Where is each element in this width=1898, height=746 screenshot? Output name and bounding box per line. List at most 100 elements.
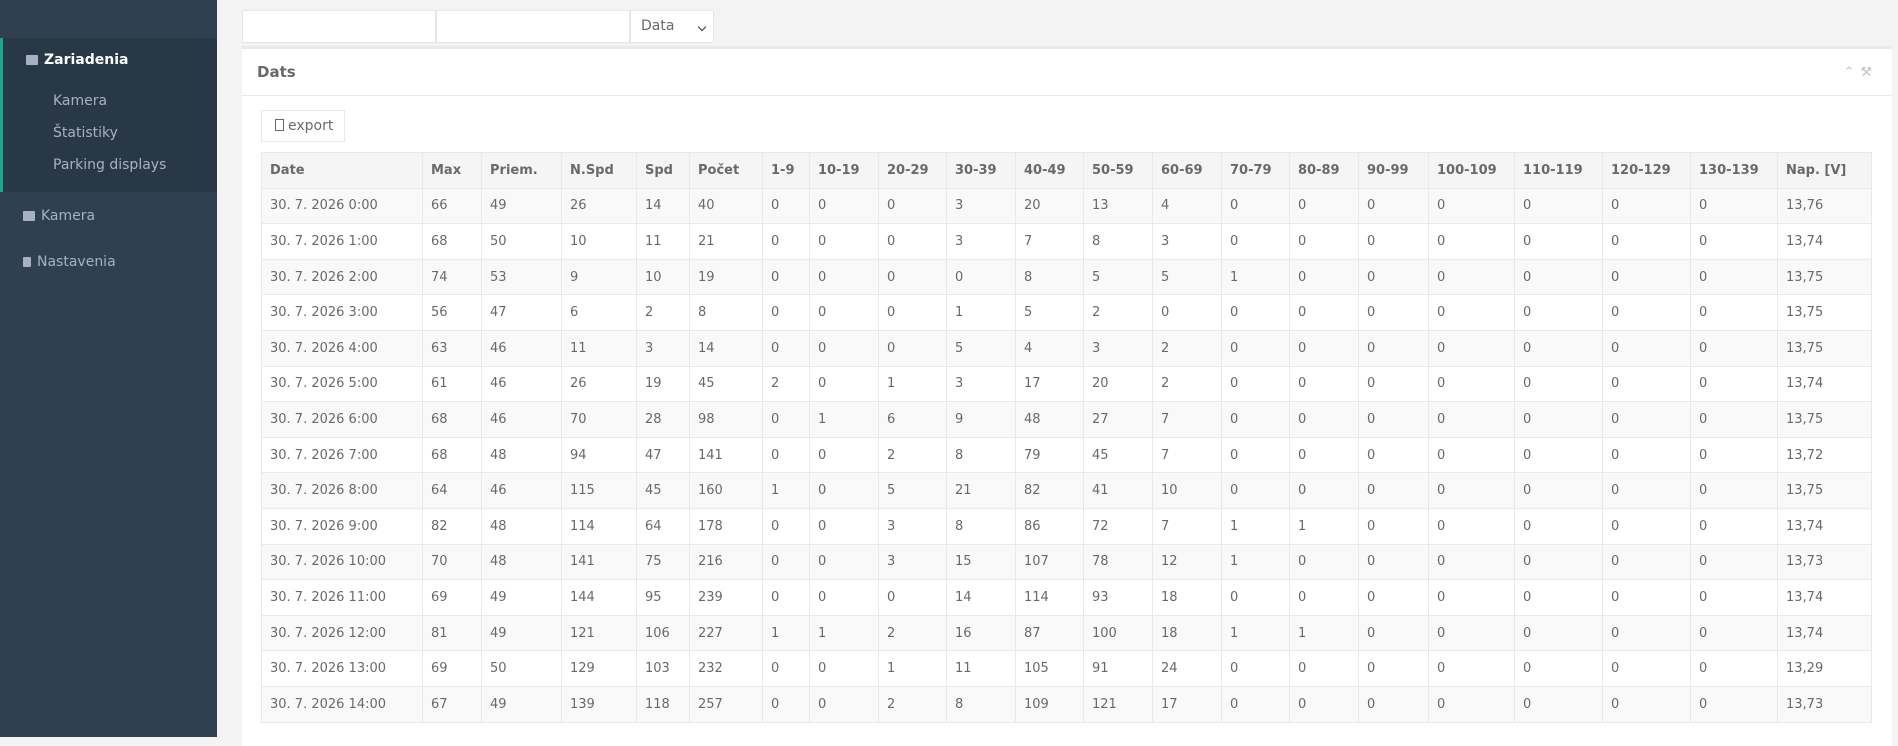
table-cell: 11 [946, 650, 1016, 687]
table-cell: 0 [762, 685, 810, 723]
table-cell: 1 [762, 614, 810, 652]
table-cell: 69 [422, 579, 482, 616]
table-cell: 0 [1602, 223, 1691, 260]
text-input[interactable] [436, 10, 630, 43]
table-cell: 0 [1221, 401, 1290, 438]
table-cell: 0 [762, 294, 810, 331]
table-cell: 0 [1428, 650, 1515, 687]
table-cell: 13,73 [1777, 543, 1872, 581]
table-cell: 19 [636, 365, 690, 403]
table-cell: 0 [809, 436, 879, 474]
table-cell: 8 [946, 436, 1016, 474]
table-row: 30. 7. 2026 13:00 69 50 129 103 232 0 0 1 11 105 91… [261, 650, 1872, 687]
table-row: 30. 7. 2026 8:00 64 46 115 45 160 1 0 5 21 82 41 10 0… [261, 472, 1872, 509]
table-cell: 30. 7. 2026 3:00 [261, 294, 423, 331]
table-row: 30. 7. 2026 2:00 74 53 9 10 19 0 0 0 0 8 5 5 1 0 0 0 0 0 0 1… [261, 258, 1872, 296]
table-cell: 178 [689, 507, 763, 545]
table-cell: 0 [1221, 294, 1290, 331]
table-cell: 46 [481, 401, 562, 438]
table-cell: 7 [1152, 401, 1222, 438]
table-cell: 0 [1690, 258, 1778, 296]
column-header: 130-139 [1690, 152, 1778, 189]
table-cell: 0 [1690, 223, 1778, 260]
table-cell: 0 [809, 507, 879, 545]
table-cell: 0 [1514, 543, 1603, 581]
table-cell: 0 [1428, 472, 1515, 509]
column-header: 40-49 [1015, 152, 1084, 189]
header-row: Date Max Priem. N.Spd Spd Počet 1-9 10-19 20-29 3… [261, 152, 1872, 189]
table-cell: 0 [878, 329, 947, 367]
table-cell: 69 [422, 650, 482, 687]
table-cell: 0 [1358, 294, 1429, 331]
column-header: Počet [689, 152, 763, 189]
table-cell: 0 [762, 543, 810, 581]
table-cell: 0 [1428, 507, 1515, 545]
table-cell: 0 [1428, 187, 1515, 225]
table-cell: 0 [1428, 401, 1515, 438]
table-cell: 30. 7. 2026 4:00 [261, 329, 423, 367]
table-cell: 0 [1289, 223, 1359, 260]
table-cell: 13,75 [1777, 294, 1872, 331]
table-cell: 2 [1083, 294, 1153, 331]
column-header: 1-9 [762, 152, 810, 189]
column-header: 30-39 [946, 152, 1016, 189]
nav-item[interactable]: Zariadenia [26, 52, 128, 68]
table-cell: 0 [1602, 472, 1691, 509]
table-cell: 75 [636, 543, 690, 581]
column-header: Max [422, 152, 482, 189]
table-cell: 9 [561, 258, 637, 296]
table-cell: 46 [481, 472, 562, 509]
table-cell: 30. 7. 2026 5:00 [261, 365, 423, 403]
table-cell: 5 [1015, 294, 1084, 331]
table-cell: 95 [636, 579, 690, 616]
table-cell: 0 [1428, 579, 1515, 616]
table-cell: 0 [1514, 472, 1603, 509]
table-cell: 129 [561, 650, 637, 687]
select[interactable]: Data [630, 10, 714, 43]
table-cell: 0 [1221, 365, 1290, 403]
table-cell: 0 [1690, 650, 1778, 687]
table-cell: 1 [1221, 543, 1290, 581]
table-cell: 98 [689, 401, 763, 438]
nav-item[interactable]: Kamera [53, 93, 108, 109]
table-cell: 0 [1289, 685, 1359, 723]
table-cell: 0 [809, 223, 879, 260]
table-row: 30. 7. 2026 11:00 69 49 144 95 239 0 0 0 14 114 93 1… [261, 579, 1872, 616]
table-cell: 30. 7. 2026 9:00 [261, 507, 423, 545]
nav-item[interactable]: Štatistiky [53, 125, 118, 141]
nav-item[interactable]: Parking displays [53, 157, 167, 173]
table-cell: 1 [762, 472, 810, 509]
table-cell: 30. 7. 2026 2:00 [261, 258, 423, 296]
text-input[interactable] [242, 10, 436, 43]
table-cell: 40 [689, 187, 763, 225]
table-cell: 2 [878, 685, 947, 723]
panel-tools[interactable]: ⌃⚒ [1843, 65, 1878, 80]
nav-item[interactable]: Nastavenia [23, 254, 116, 270]
column-header: 70-79 [1221, 152, 1290, 189]
table-cell: 11 [636, 223, 690, 260]
nav-item[interactable]: Kamera [23, 208, 95, 224]
table-cell: 0 [1358, 365, 1429, 403]
table-cell: 0 [1690, 685, 1778, 723]
table-cell: 53 [481, 258, 562, 296]
table-cell: 48 [1015, 401, 1084, 438]
table-cell: 13 [1083, 187, 1153, 225]
table-cell: 13,74 [1777, 507, 1872, 545]
table-row: 30. 7. 2026 10:00 70 48 141 75 216 0 0 3 15 107 78 1… [261, 543, 1872, 581]
table-cell: 28 [636, 401, 690, 438]
sidebar: Zariadenia Kamera Štatistiky Parking dis… [0, 0, 217, 737]
table-cell: 0 [1690, 401, 1778, 438]
table-cell: 66 [422, 187, 482, 225]
table-cell: 10 [1152, 472, 1222, 509]
table-cell: 0 [1602, 187, 1691, 225]
table-cell: 49 [481, 614, 562, 652]
column-header: 100-109 [1428, 152, 1515, 189]
table-cell: 13,29 [1777, 650, 1872, 687]
table-cell: 13,75 [1777, 472, 1872, 509]
table-cell: 9 [946, 401, 1016, 438]
table-cell: 0 [1602, 579, 1691, 616]
table-cell: 0 [1602, 614, 1691, 652]
export-button[interactable]: export [261, 110, 345, 142]
table-cell: 48 [481, 507, 562, 545]
table-cell: 8 [946, 685, 1016, 723]
